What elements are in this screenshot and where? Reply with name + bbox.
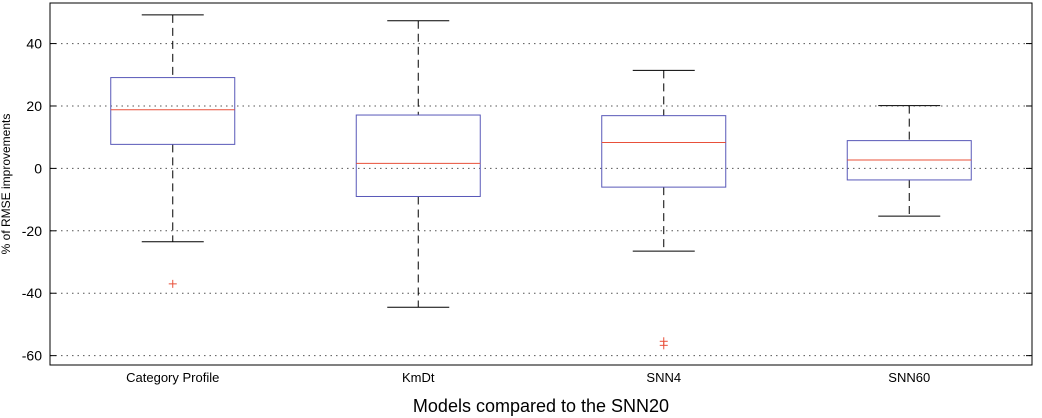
y-tick-label: -60 xyxy=(22,348,42,364)
x-category-labels: Category Profile KmDt SNN4 SNN60 xyxy=(126,370,930,385)
box-group-snn4 xyxy=(601,69,727,350)
grid-lines xyxy=(50,43,1032,357)
iqr-box xyxy=(110,77,236,145)
box-group-category-profile xyxy=(110,14,236,288)
x-category-label: SNN60 xyxy=(888,370,930,385)
y-tick-label: 20 xyxy=(26,98,42,114)
plot-frame xyxy=(49,2,1033,366)
y-ticks: -60 -40 -20 0 20 40 xyxy=(22,36,1032,364)
y-tick-label: -20 xyxy=(22,223,42,239)
box-group-kmdt xyxy=(355,20,481,308)
y-tick-label: 0 xyxy=(34,160,42,176)
y-tick-label: 40 xyxy=(26,36,42,52)
x-axis-label: Models compared to the SNN20 xyxy=(413,396,669,416)
iqr-box xyxy=(601,115,727,188)
x-category-label: SNN4 xyxy=(646,370,681,385)
x-category-label: Category Profile xyxy=(126,370,219,385)
y-axis-label: % of RMSE improvements xyxy=(0,114,13,255)
box-group-snn60 xyxy=(846,105,972,217)
y-tick-label: -40 xyxy=(22,285,42,301)
boxes-group xyxy=(110,14,972,350)
x-category-label: KmDt xyxy=(402,370,435,385)
iqr-box xyxy=(355,114,481,197)
